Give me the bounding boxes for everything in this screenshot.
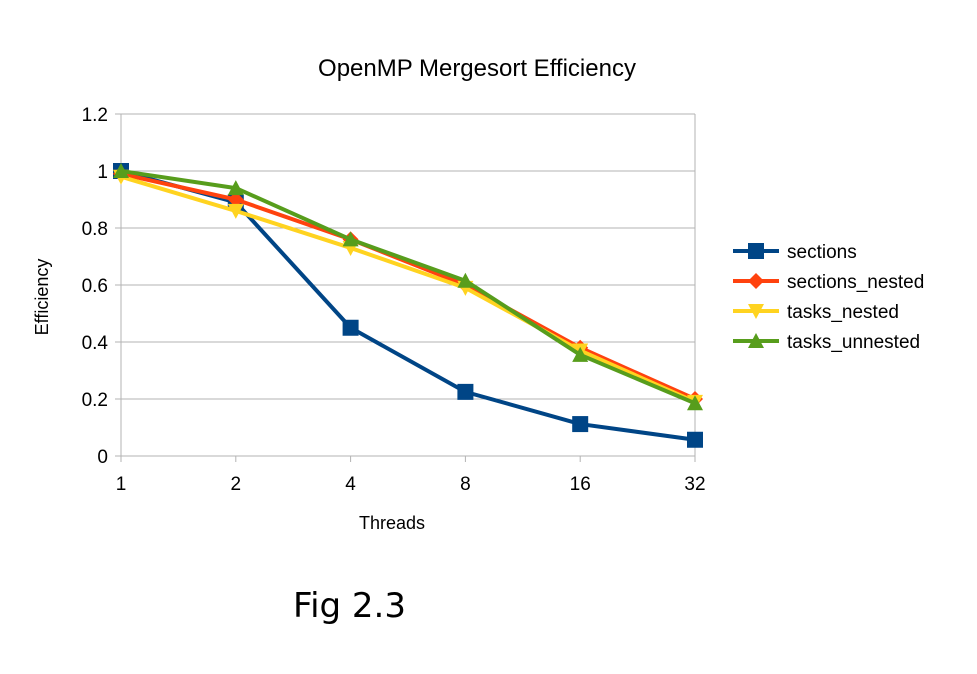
- data-point: [572, 346, 589, 362]
- data-point: [457, 383, 474, 400]
- legend-marker: [748, 273, 764, 289]
- y-tick-label: 1: [97, 162, 108, 183]
- legend-label: tasks_nested: [787, 302, 899, 323]
- legend-marker: [748, 243, 764, 259]
- legend-item: sections_nested: [733, 272, 924, 293]
- legend-label: sections_nested: [787, 272, 924, 293]
- data-point: [457, 272, 474, 288]
- x-tick-label: 2: [231, 474, 242, 495]
- series-line: [120, 169, 696, 406]
- data-point: [227, 203, 244, 219]
- data-point: [687, 395, 703, 411]
- y-tick-label: 0: [97, 447, 108, 468]
- x-tick-label: 8: [460, 474, 471, 495]
- legend-marker: [748, 304, 764, 319]
- legend-item: sections: [733, 242, 857, 263]
- grid: [120, 113, 696, 457]
- series-sections: [113, 163, 703, 448]
- x-tick-label: 32: [684, 474, 705, 495]
- y-tick-label: 0.4: [82, 333, 109, 354]
- y-axis-label: Efficiency: [32, 259, 52, 336]
- data-point: [687, 431, 703, 448]
- legend-label: tasks_unnested: [787, 332, 920, 353]
- data-point: [572, 416, 589, 433]
- data-point: [227, 180, 244, 196]
- y-tick-label: 0.2: [82, 390, 108, 411]
- data-point: [113, 163, 129, 178]
- legend-marker: [748, 333, 764, 348]
- figure-caption: Fig 2.3: [293, 586, 406, 626]
- legend: sections sections_nested tasks_nestedtasks…: [733, 242, 924, 353]
- y-tick-label: 1.2: [82, 105, 108, 126]
- legend-item: tasks_nested: [733, 302, 899, 323]
- y-tick-label: 0.6: [82, 276, 108, 297]
- series-layer: [113, 163, 703, 448]
- series-tasks_nested: [113, 169, 703, 410]
- data-point: [342, 319, 359, 336]
- legend-label: sections: [787, 242, 857, 263]
- series-tasks_unnested: [113, 163, 703, 411]
- data-point: [342, 231, 359, 247]
- x-tick-label: 4: [345, 474, 356, 495]
- x-tick-label: 1: [116, 474, 127, 495]
- series-line: [120, 171, 696, 401]
- legend-item: tasks_unnested: [733, 332, 920, 353]
- data-point: [227, 191, 244, 208]
- axes: 0 0.2 0.4 0.6 0.8 1 1.2 1 2 4 8 16 32: [82, 105, 706, 495]
- series-line: [120, 174, 696, 404]
- y-tick-label: 0.8: [82, 219, 108, 240]
- chart-title: OpenMP Mergesort Efficiency: [318, 55, 636, 82]
- x-tick-label: 16: [570, 474, 591, 495]
- x-axis-label: Threads: [359, 513, 425, 533]
